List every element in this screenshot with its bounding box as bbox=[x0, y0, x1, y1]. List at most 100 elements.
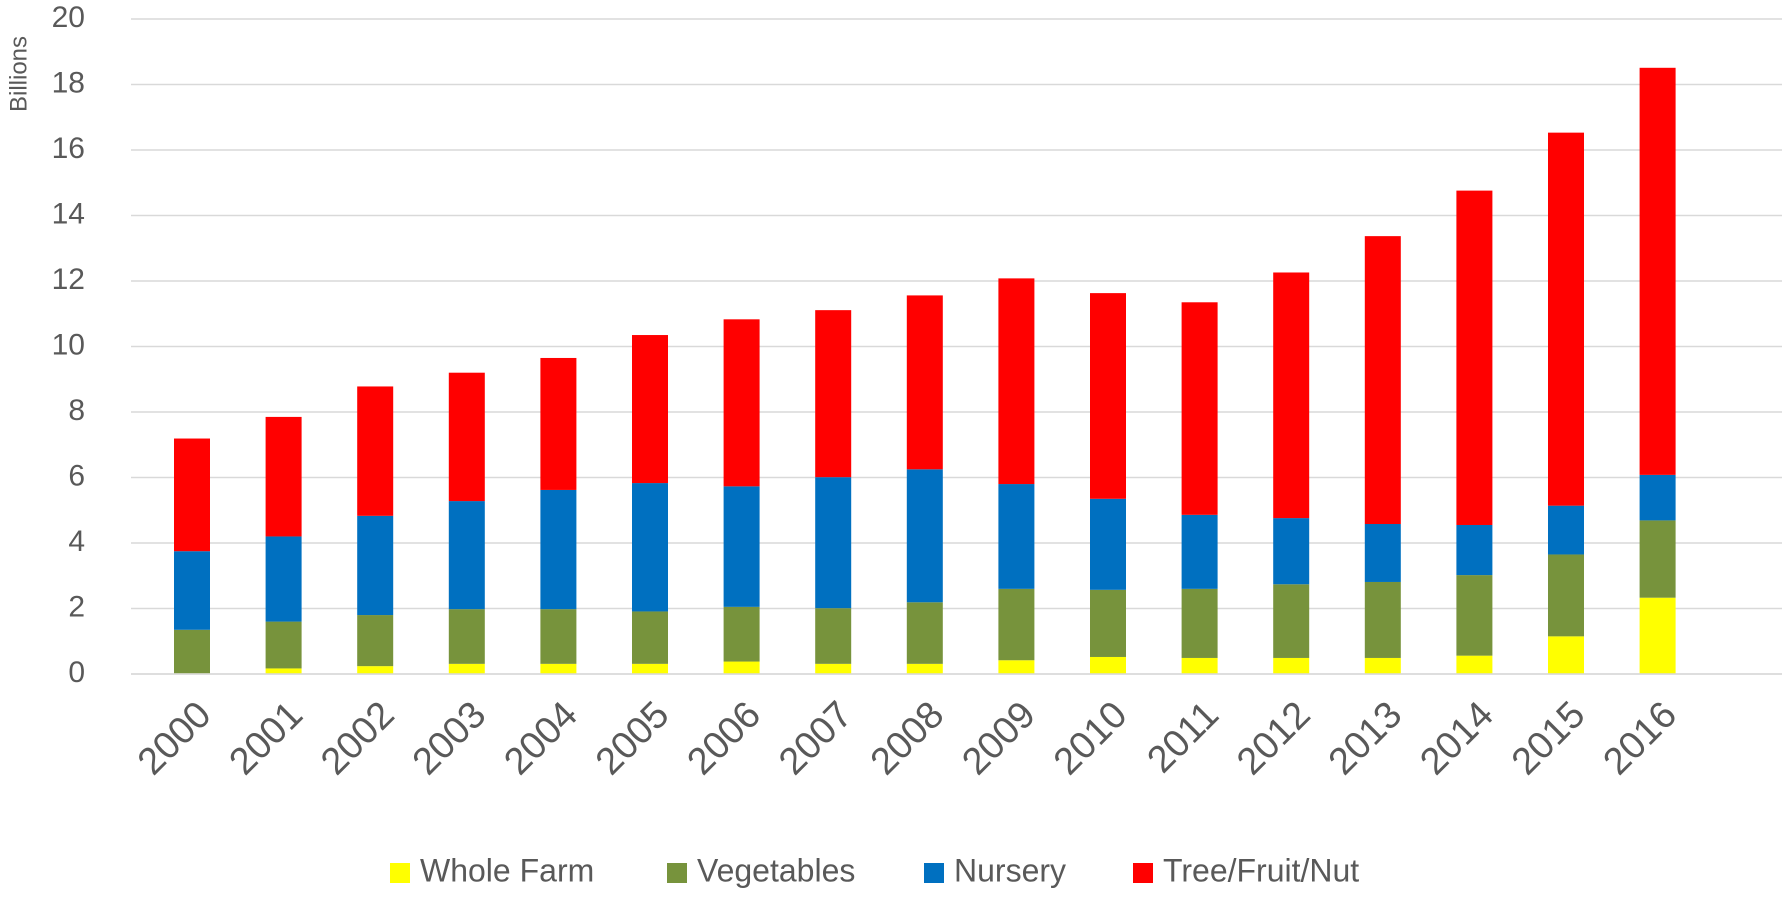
bar-segment bbox=[1364, 581, 1401, 658]
y-tick-label: 20 bbox=[52, 1, 85, 34]
bar-segment bbox=[1364, 524, 1401, 582]
bar-segment bbox=[448, 663, 485, 674]
y-axis-label: Billions bbox=[5, 36, 32, 112]
bar-segment bbox=[174, 438, 210, 552]
bar-segment bbox=[632, 611, 668, 664]
legend-swatch bbox=[924, 863, 944, 883]
bar-segment bbox=[1273, 518, 1310, 585]
bar-segment bbox=[998, 278, 1035, 485]
bar-segment bbox=[1364, 236, 1401, 525]
bar-segment bbox=[357, 386, 394, 516]
bar-segment bbox=[265, 416, 302, 537]
bar-segment bbox=[1090, 589, 1126, 657]
bar-segment bbox=[1273, 272, 1310, 519]
bar-segment bbox=[815, 477, 852, 609]
x-tick-label: 2011 bbox=[1140, 694, 1227, 781]
y-tick-label: 14 bbox=[52, 197, 85, 230]
x-tick-label: 2001 bbox=[222, 694, 311, 783]
bar-segment bbox=[540, 663, 577, 674]
x-tick-label: 2004 bbox=[496, 694, 585, 783]
bar-segment bbox=[174, 551, 210, 630]
bar-segment bbox=[906, 295, 943, 470]
bar-segment bbox=[1456, 575, 1493, 656]
y-tick-label: 2 bbox=[68, 590, 85, 623]
bar-segment bbox=[632, 663, 668, 674]
bar-segment bbox=[1548, 132, 1584, 506]
bar-segment bbox=[998, 588, 1035, 661]
bar-segment bbox=[1181, 588, 1218, 658]
bar-segment bbox=[357, 615, 394, 667]
x-tick-label: 2009 bbox=[954, 694, 1043, 783]
bar-segment bbox=[540, 357, 577, 490]
bar-segment bbox=[906, 469, 943, 603]
legend-swatch bbox=[667, 863, 687, 883]
bar-segment bbox=[1181, 302, 1218, 515]
bar-segment bbox=[998, 660, 1035, 674]
legend-label: Nursery bbox=[954, 852, 1066, 888]
bar-segment bbox=[1639, 520, 1676, 598]
x-tick-label: 2000 bbox=[130, 694, 219, 783]
bar-segment bbox=[448, 372, 485, 502]
bar-segment bbox=[906, 663, 943, 674]
y-tick-label: 18 bbox=[52, 66, 85, 99]
bar-segment bbox=[723, 319, 760, 487]
bar-segment bbox=[1090, 498, 1126, 590]
bar-segment bbox=[1548, 505, 1584, 555]
legend-label: Vegetables bbox=[697, 852, 855, 888]
y-tick-label: 12 bbox=[52, 263, 85, 296]
bar-segment bbox=[998, 484, 1035, 589]
bar-segment bbox=[1639, 67, 1676, 475]
x-tick-label: 2015 bbox=[1504, 694, 1593, 783]
y-tick-label: 16 bbox=[52, 132, 85, 165]
bar-segment bbox=[357, 515, 394, 616]
bar-segment bbox=[540, 609, 577, 664]
bar-segment bbox=[815, 310, 852, 478]
bar-segment bbox=[1181, 657, 1218, 674]
bar-segment bbox=[723, 661, 760, 674]
bar-segment bbox=[1364, 657, 1401, 674]
x-tick-label: 2005 bbox=[588, 694, 677, 783]
bar-segment bbox=[265, 621, 302, 669]
bar-segment bbox=[1456, 655, 1493, 674]
x-tick-label: 2010 bbox=[1046, 694, 1135, 783]
bar-segment bbox=[815, 663, 852, 674]
bar-segment bbox=[632, 483, 668, 612]
x-tick-label: 2016 bbox=[1596, 694, 1685, 783]
legend-swatch bbox=[1133, 863, 1153, 883]
y-tick-label: 8 bbox=[68, 394, 85, 427]
x-tick-label: 2002 bbox=[313, 694, 402, 783]
bar-segment bbox=[1090, 656, 1126, 674]
bar-segment bbox=[632, 335, 668, 484]
bar-segment bbox=[906, 602, 943, 664]
bar-segment bbox=[723, 486, 760, 607]
bar-segment bbox=[448, 501, 485, 610]
legend-swatch bbox=[390, 863, 410, 883]
legend-label: Tree/Fruit/Nut bbox=[1163, 852, 1359, 888]
bar-segment bbox=[448, 609, 485, 664]
bar-segment bbox=[540, 489, 577, 610]
bar-segment bbox=[174, 629, 210, 674]
bar-segment bbox=[723, 606, 760, 662]
x-tick-label: 2007 bbox=[771, 694, 860, 783]
y-tick-label: 0 bbox=[68, 656, 85, 689]
x-tick-label: 2006 bbox=[680, 694, 769, 783]
y-tick-label: 10 bbox=[52, 328, 85, 361]
x-tick-label: 2013 bbox=[1321, 694, 1410, 783]
x-tick-label: 2003 bbox=[405, 694, 494, 783]
bar-segment bbox=[1639, 597, 1676, 674]
x-tick-label: 2014 bbox=[1412, 694, 1501, 783]
bar-segment bbox=[1548, 554, 1584, 637]
bar-segment bbox=[1548, 636, 1584, 674]
bar-segment bbox=[1181, 514, 1218, 589]
y-tick-label: 6 bbox=[68, 459, 85, 492]
bar-segment bbox=[1273, 584, 1310, 658]
bar-segment bbox=[1456, 190, 1493, 525]
bar-segment bbox=[265, 536, 302, 622]
bar-segment bbox=[1273, 657, 1310, 674]
bar-segment bbox=[1090, 293, 1126, 499]
bar-segment bbox=[1639, 474, 1676, 521]
x-tick-label: 2008 bbox=[863, 694, 952, 783]
legend-label: Whole Farm bbox=[420, 852, 594, 888]
